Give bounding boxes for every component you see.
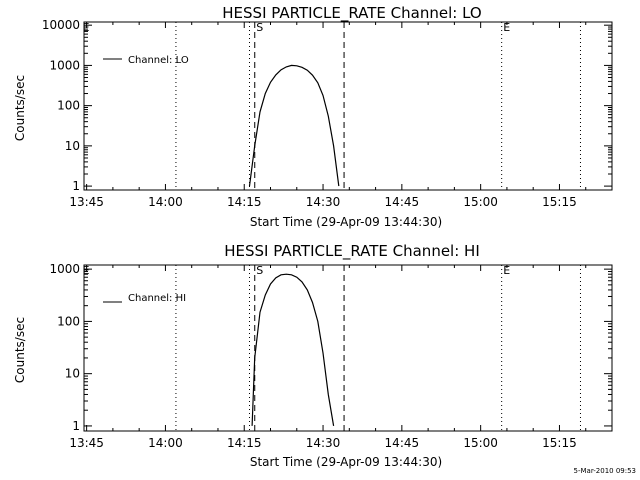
x-tick-label-hi: 15:00 xyxy=(463,436,498,450)
marker-label-hi: E xyxy=(503,264,510,277)
y-tick-label-hi: 10 xyxy=(65,367,80,381)
y-tick-label-hi: 1 xyxy=(72,419,80,433)
x-tick-label-hi: 14:00 xyxy=(148,436,183,450)
x-tick-label-hi: 14:15 xyxy=(227,436,262,450)
chart-title-lo: HESSI PARTICLE_RATE Channel: LO xyxy=(222,4,481,23)
series-line-lo xyxy=(248,64,340,187)
x-tick-label-hi: 14:30 xyxy=(306,436,341,450)
x-tick-label-lo: 14:15 xyxy=(227,195,262,209)
x-axis-label-lo: Start Time (29-Apr-09 13:44:30) xyxy=(250,215,442,229)
x-tick-label-lo: 13:45 xyxy=(69,195,104,209)
chart-title-hi: HESSI PARTICLE_RATE Channel: HI xyxy=(224,242,480,261)
x-tick-label-hi: 15:15 xyxy=(542,436,577,450)
x-axis-label-hi: Start Time (29-Apr-09 13:44:30) xyxy=(250,455,442,469)
legend-label-lo: Channel: LO xyxy=(128,55,189,66)
marker-label-lo: E xyxy=(83,21,90,34)
x-tick-label-lo: 14:45 xyxy=(385,195,420,209)
x-tick-label-lo: 14:30 xyxy=(306,195,341,209)
y-axis-label-lo: Counts/sec xyxy=(13,75,27,141)
marker-label-hi: E xyxy=(83,264,90,277)
marker-label-hi: S xyxy=(256,264,263,277)
y-tick-label-lo: 10000 xyxy=(42,18,80,32)
legend-label-hi: Channel: HI xyxy=(128,293,186,304)
marker-label-lo: E xyxy=(503,21,510,34)
marker-label-lo: S xyxy=(256,21,263,34)
x-tick-label-lo: 14:00 xyxy=(148,195,183,209)
y-tick-label-lo: 1 xyxy=(72,179,80,193)
x-tick-label-lo: 15:15 xyxy=(542,195,577,209)
y-axis-label-hi: Counts/sec xyxy=(13,317,27,383)
y-tick-label-hi: 100 xyxy=(57,314,80,328)
y-tick-label-lo: 10 xyxy=(65,139,80,153)
y-tick-label-lo: 100 xyxy=(57,99,80,113)
y-tick-label-hi: 1000 xyxy=(49,262,80,276)
x-tick-label-hi: 13:45 xyxy=(69,436,104,450)
plot-frame-hi xyxy=(83,264,613,432)
footer-timestamp: 5-Mar-2010 09:53 xyxy=(574,467,636,475)
x-tick-label-hi: 14:45 xyxy=(385,436,420,450)
x-tick-label-lo: 15:00 xyxy=(463,195,498,209)
y-tick-label-lo: 1000 xyxy=(49,58,80,72)
